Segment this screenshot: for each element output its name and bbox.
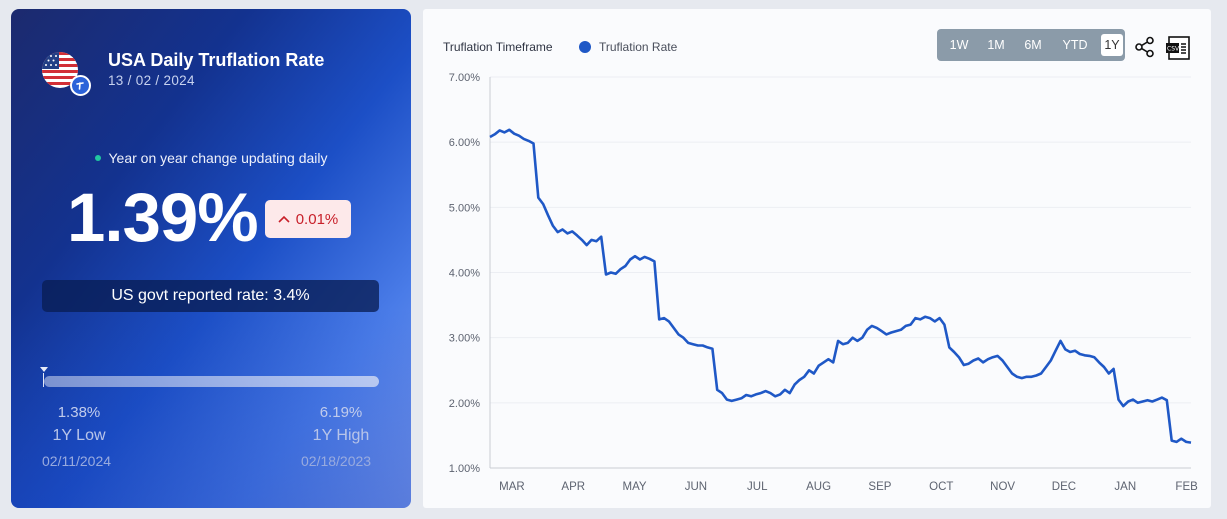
range-low-label: 1Y Low: [52, 427, 106, 444]
x-tick-label: MAY: [623, 481, 647, 493]
range-high-date: 02/18/2023: [301, 453, 372, 469]
y-tick-label: 7.00%: [449, 72, 480, 84]
chart-card: 1.00% 2.00% 3.00% 4.00% 5.00% 6.00% 7.00% MAR AP…: [423, 9, 1211, 508]
timeframe-1y-button[interactable]: 1Y: [1101, 34, 1123, 56]
flag-group: [42, 50, 94, 96]
chevron-up-icon: [278, 215, 290, 223]
timeframe-1m-button[interactable]: 1M: [987, 38, 1005, 52]
range-low-value: 1.38%: [57, 404, 101, 421]
x-tick-label: NOV: [990, 481, 1015, 493]
live-dot-icon: [94, 155, 101, 161]
truflation-logo-icon: [70, 75, 91, 96]
y-tick-label: 5.00%: [449, 202, 480, 214]
timeframe-1w-button[interactable]: 1W: [949, 38, 969, 52]
current-rate: 1.39%: [67, 179, 259, 256]
x-tick-label: JUN: [685, 481, 707, 493]
series-line-truflation-rate: [489, 128, 1192, 444]
timeframe-ytd-button[interactable]: YTD: [1062, 38, 1088, 52]
y-tick-label: 6.00%: [449, 137, 480, 149]
x-tick-label: SEP: [868, 481, 891, 493]
range-current-line: [43, 373, 44, 387]
csv-download-icon[interactable]: CSV: [1165, 35, 1191, 61]
x-tick-label: JAN: [1114, 481, 1136, 493]
truflation-summary-card: USA Daily Truflation Rate 13 / 02 / 2024…: [11, 9, 411, 508]
legend-series-marker: [579, 41, 591, 53]
legend-series-label: Truflation Rate: [599, 40, 678, 54]
timeframe-6m-button[interactable]: 6M: [1024, 38, 1042, 52]
x-tick-label: AUG: [806, 481, 831, 493]
change-badge: 0.01%: [265, 200, 351, 238]
share-icon[interactable]: [1134, 36, 1156, 58]
x-tick-label: FEB: [1175, 481, 1198, 493]
y-tick-label: 4.00%: [449, 268, 480, 280]
timeframe-selector: 1W 1M 6M YTD 1Y: [937, 29, 1125, 61]
range-track: [44, 376, 379, 387]
y-tick-label: 1.00%: [449, 463, 480, 475]
x-tick-label: APR: [561, 481, 585, 493]
range-current-marker: [40, 367, 48, 372]
card-date: 13 / 02 / 2024: [108, 73, 195, 88]
live-note-text: Year on year change updating daily: [108, 150, 328, 166]
card-title: USA Daily Truflation Rate: [108, 50, 325, 70]
govt-reported-rate: US govt reported rate: 3.4%: [42, 280, 379, 312]
x-tick-label: JUL: [747, 481, 768, 493]
y-tick-label: 2.00%: [449, 398, 480, 410]
x-tick-label: DEC: [1052, 481, 1076, 493]
change-value: 0.01%: [295, 210, 339, 228]
range-high-value: 6.19%: [319, 404, 363, 421]
live-update-note: Year on year change updating daily: [11, 150, 411, 166]
svg-text:CSV: CSV: [1167, 46, 1180, 53]
range-high-label: 1Y High: [312, 427, 370, 444]
truflation-line-chart: 1.00% 2.00% 3.00% 4.00% 5.00% 6.00% 7.00% MAR AP…: [449, 72, 1198, 493]
y-tick-label: 3.00%: [449, 333, 480, 345]
x-tick-label: OCT: [929, 481, 953, 493]
x-tick-label: MAR: [499, 481, 525, 493]
range-low-date: 02/11/2024: [42, 453, 112, 469]
legend-title: Truflation Timeframe: [443, 40, 553, 54]
